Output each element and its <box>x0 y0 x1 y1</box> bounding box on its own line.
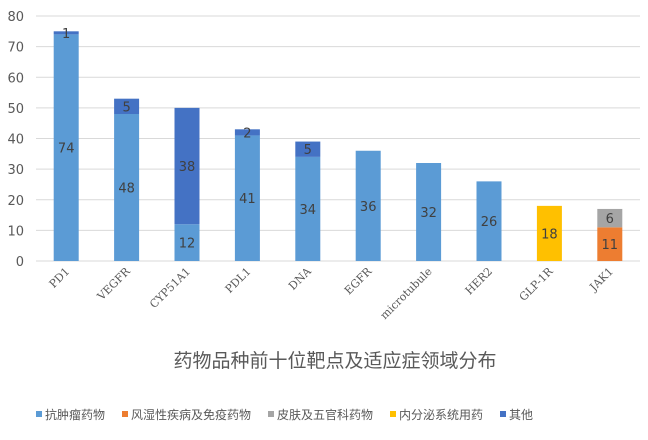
bar-segment <box>234 129 260 136</box>
y-tick-label: 40 <box>7 133 24 148</box>
data-label: 48 <box>118 182 135 197</box>
y-tick-label: 50 <box>7 102 24 117</box>
data-label: 26 <box>481 215 498 230</box>
bar-segment <box>355 150 381 261</box>
data-label: 11 <box>602 238 619 253</box>
legend-label: 抗肿瘤药物 <box>45 407 105 422</box>
legend-swatch <box>122 411 128 417</box>
y-tick-label: 80 <box>7 10 24 25</box>
data-label: 74 <box>58 142 75 157</box>
x-tick-label: VEGFR <box>94 264 133 303</box>
y-tick-label: 20 <box>7 194 24 209</box>
data-label: 41 <box>239 192 256 207</box>
bar-segment <box>174 224 200 261</box>
legend-label: 内分泌系统用药 <box>399 408 483 422</box>
bar-segment <box>295 141 321 157</box>
chart-title: 药物品种前十位靶点及适应症领域分布 <box>173 350 496 372</box>
data-label: 12 <box>179 237 196 252</box>
data-label: 5 <box>304 143 312 158</box>
data-label: 18 <box>541 227 558 242</box>
bar-segment <box>114 98 140 114</box>
y-tick-label: 60 <box>7 71 24 86</box>
bar-segment <box>295 156 321 261</box>
x-tick-label: JAK1 <box>587 265 616 294</box>
bar-segment <box>174 107 200 225</box>
legend-item: 抗肿瘤药物 <box>36 407 105 422</box>
bar-segment <box>234 135 260 261</box>
data-label: 2 <box>243 126 251 141</box>
bar-segment <box>597 208 623 228</box>
data-label: 1 <box>62 27 70 42</box>
bar-segment <box>597 227 623 261</box>
x-tick-label: PD1 <box>47 265 73 291</box>
x-tick-label: EGFR <box>342 264 375 297</box>
legend-item: 皮肤及五官科药物 <box>268 407 373 422</box>
bar-segment <box>53 31 79 35</box>
x-tick-label: GLP-1R <box>517 264 556 303</box>
y-tick-label: 0 <box>16 255 24 270</box>
legend-label: 皮肤及五官科药物 <box>277 407 373 422</box>
data-label: 36 <box>360 200 377 215</box>
legend-label: 风湿性疾病及免疫药物 <box>131 407 251 422</box>
x-tick-label: microtubule <box>378 265 435 322</box>
x-tick-label: HER2 <box>463 265 495 297</box>
legend-swatch <box>268 411 274 417</box>
bar-segment <box>476 181 502 261</box>
bar-segment <box>114 114 140 261</box>
data-label: 34 <box>300 203 317 218</box>
y-tick-label: 30 <box>7 163 24 178</box>
bar-segment <box>53 34 79 261</box>
data-label: 5 <box>122 100 130 115</box>
bar-segment <box>416 163 442 261</box>
legend-label: 其他 <box>509 408 533 422</box>
legend-item: 风湿性疾病及免疫药物 <box>122 407 251 422</box>
bar-segment <box>536 205 562 261</box>
legend-item: 其他 <box>500 408 533 422</box>
x-tick-label: PDL1 <box>223 265 254 296</box>
legend-swatch <box>36 411 42 417</box>
legend-swatch <box>500 411 506 417</box>
data-label: 6 <box>606 212 614 227</box>
data-label: 38 <box>179 160 196 175</box>
y-tick-label: 70 <box>7 41 24 56</box>
data-label: 32 <box>420 206 437 221</box>
legend-item: 内分泌系统用药 <box>390 408 483 422</box>
legend-swatch <box>390 411 396 417</box>
y-tick-label: 10 <box>7 224 24 239</box>
x-tick-label: DNA <box>286 264 315 293</box>
x-tick-label: CYP51A1 <box>147 265 193 311</box>
